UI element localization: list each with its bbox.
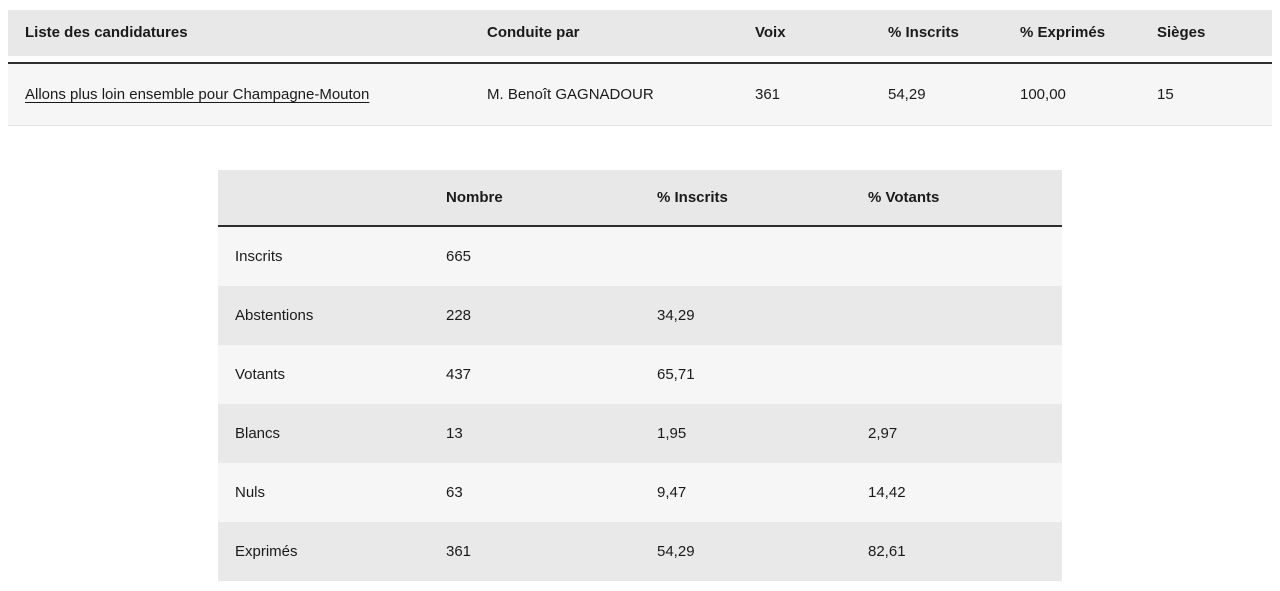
pct-votants-cell: 82,61: [868, 543, 906, 560]
candidate-list-link[interactable]: Allons plus loin ensemble pour Champagne…: [25, 85, 370, 103]
pct-inscrits-cell: 9,47: [657, 484, 687, 501]
column-header-nombre: Nombre: [446, 189, 503, 206]
candidate-leader-cell: M. Benoît GAGNADOUR: [487, 85, 654, 103]
candidates-header-divider: [8, 62, 1272, 64]
nombre-cell: 665: [446, 248, 472, 265]
candidate-pct-exprimes-cell: 100,00: [1020, 85, 1066, 103]
row-label: Inscrits: [235, 248, 283, 265]
row-label: Abstentions: [235, 307, 314, 324]
participation-table-header-row: Nombre % Inscrits % Votants: [218, 170, 1062, 225]
pct-votants-cell: 2,97: [868, 425, 898, 442]
column-header-pct-votants: % Votants: [868, 189, 940, 206]
page-root: Liste des candidatures Conduite par Voix…: [0, 10, 1280, 591]
column-header-pct-inscrits: % Inscrits: [657, 189, 728, 206]
candidate-voix-cell: 361: [755, 85, 781, 103]
column-header-conduite-par: Conduite par: [487, 24, 580, 42]
pct-inscrits-cell: 1,95: [657, 425, 687, 442]
participation-row-inscrits: Inscrits 665: [218, 227, 1062, 286]
nombre-cell: 13: [446, 425, 463, 442]
pct-inscrits-cell: 34,29: [657, 307, 695, 324]
participation-row-blancs: Blancs 13 1,95 2,97: [218, 404, 1062, 463]
nombre-cell: 63: [446, 484, 463, 501]
nombre-cell: 437: [446, 366, 472, 383]
pct-inscrits-cell: 54,29: [657, 543, 695, 560]
candidate-sieges-cell: 15: [1157, 85, 1174, 103]
row-label: Nuls: [235, 484, 266, 501]
candidate-row: Allons plus loin ensemble pour Champagne…: [8, 64, 1272, 126]
participation-header-divider: [218, 225, 1062, 227]
column-header-sieges: Sièges: [1157, 24, 1206, 42]
participation-row-nuls: Nuls 63 9,47 14,42: [218, 463, 1062, 522]
participation-table: Nombre % Inscrits % Votants Inscrits 665…: [218, 170, 1062, 581]
pct-inscrits-cell: 65,71: [657, 366, 695, 383]
column-header-pct-inscrits: % Inscrits: [888, 24, 959, 42]
column-header-voix: Voix: [755, 24, 786, 42]
candidate-list-cell: Allons plus loin ensemble pour Champagne…: [8, 85, 470, 105]
participation-row-exprimes: Exprimés 361 54,29 82,61: [218, 522, 1062, 581]
participation-row-votants: Votants 437 65,71: [218, 345, 1062, 404]
candidates-table: Liste des candidatures Conduite par Voix…: [8, 10, 1272, 126]
row-label: Votants: [235, 366, 286, 383]
row-label: Blancs: [235, 425, 281, 442]
column-header-liste: Liste des candidatures: [25, 24, 188, 42]
header-gap: [8, 56, 1272, 62]
candidate-pct-inscrits-cell: 54,29: [888, 85, 926, 103]
column-header-pct-exprimes: % Exprimés: [1020, 24, 1106, 42]
row-label: Exprimés: [235, 543, 298, 560]
candidates-table-header-row: Liste des candidatures Conduite par Voix…: [8, 10, 1272, 56]
nombre-cell: 361: [446, 543, 472, 560]
nombre-cell: 228: [446, 307, 472, 324]
pct-votants-cell: 14,42: [868, 484, 906, 501]
participation-row-abstentions: Abstentions 228 34,29: [218, 286, 1062, 345]
